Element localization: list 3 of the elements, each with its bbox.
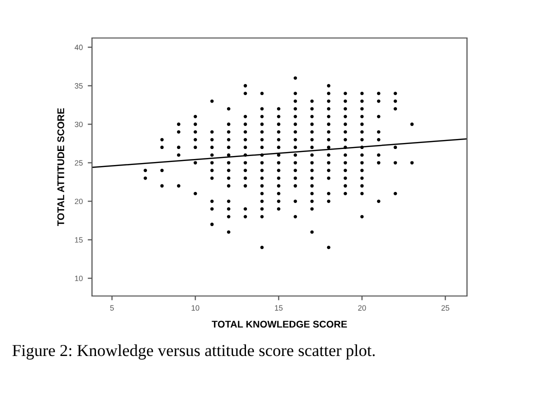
caption: Figure 2: Knowledge versus attitude score scatter plot.	[12, 344, 375, 360]
x-axis-title: TOTAL KNOWLEDGE SCORE	[212, 320, 347, 328]
y-axis-title: TOTAL ATTITUDE SCORE	[57, 108, 64, 226]
